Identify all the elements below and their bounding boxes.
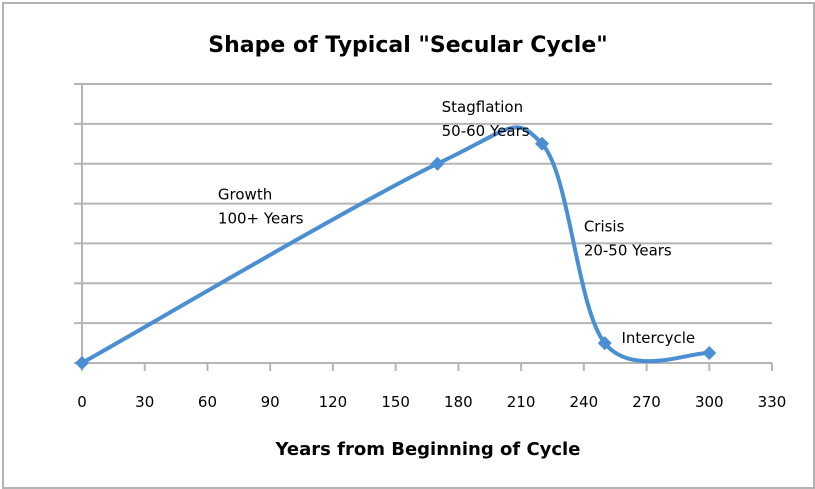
axes: [74, 83, 772, 364]
data-point-170: [430, 156, 445, 171]
x-tick-label-0: 0: [77, 393, 87, 411]
x-tick-label-270: 270: [632, 393, 661, 411]
annotations: Growth 100+ Years Stagflation 50-60 Years Cr…: [218, 98, 695, 347]
annotation-2-line-0: Crisis: [584, 217, 625, 235]
x-axis-title: Years from Beginning of Cycle: [275, 439, 581, 460]
x-tick-label-90: 90: [261, 393, 280, 411]
annotation-1-line-1: 50-60 Years: [442, 122, 530, 140]
data-point-220: [535, 136, 549, 151]
x-tick-label-120: 120: [319, 393, 348, 411]
annotation-3-line-0: Intercycle: [621, 329, 695, 347]
x-tick-label-240: 240: [569, 393, 598, 411]
x-tick-label-210: 210: [507, 393, 536, 411]
x-tick-label-300: 300: [695, 393, 724, 411]
data-point-300: [702, 346, 717, 361]
data-point-0: [75, 356, 89, 370]
x-tick-label-150: 150: [381, 393, 410, 411]
x-tick-label-30: 30: [135, 393, 154, 411]
annotation-2-line-1: 20-50 Years: [584, 241, 672, 259]
x-tick-label-180: 180: [444, 393, 473, 411]
x-tick-label-330: 330: [758, 393, 787, 411]
series-line-0: [80, 125, 712, 365]
annotation-0-line-0: Growth: [218, 186, 272, 204]
annotation-1-line-0: Stagflation: [442, 98, 524, 116]
gridlines: [74, 83, 772, 325]
chart-title: Shape of Typical "Secular Cycle": [208, 33, 607, 58]
data-point-250: [597, 336, 612, 351]
annotation-0-line-1: 100+ Years: [218, 210, 304, 228]
x-tick-label-60: 60: [198, 393, 217, 411]
series-group: [75, 125, 717, 370]
x-axis-ticks: 0 30 60 90 120 150 180 210 240 270 300 330: [77, 363, 786, 411]
